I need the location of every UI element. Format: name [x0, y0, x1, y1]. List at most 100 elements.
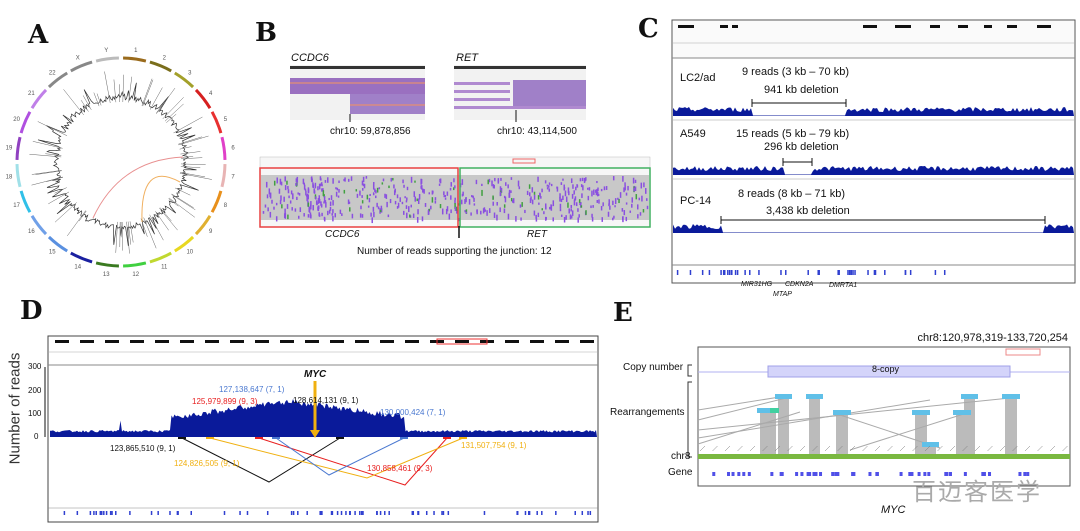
gene-exon	[223, 511, 226, 515]
gene-exon	[831, 472, 835, 476]
read-mismatch	[500, 187, 503, 193]
ccdc6-position: chr10: 59,878,856	[330, 126, 411, 137]
read-mismatch	[535, 217, 538, 222]
read-mismatch	[528, 192, 531, 197]
ideogram-band	[180, 340, 194, 343]
chromosome-label: 17	[13, 203, 20, 209]
gene-cdkn2a: CDKN2A	[785, 281, 814, 288]
read-mismatch	[444, 197, 447, 200]
read-mismatch	[480, 210, 482, 215]
read-mismatch	[512, 198, 515, 204]
chromosome-15	[47, 235, 69, 253]
gene-exon	[909, 270, 912, 275]
read-mismatch	[548, 188, 551, 192]
read-mismatch	[621, 208, 624, 212]
read-mismatch	[335, 191, 338, 197]
gene-exon	[157, 511, 159, 515]
chromosome-8	[210, 190, 223, 213]
read-mismatch	[464, 199, 466, 204]
gene-exon	[852, 270, 854, 275]
read-mismatch	[581, 177, 584, 182]
read-mismatch	[332, 215, 334, 222]
read-mismatch	[268, 188, 271, 195]
breakpoint-block	[757, 408, 779, 413]
read-mismatch	[590, 205, 592, 209]
read-mismatch	[577, 208, 579, 212]
read-mismatch	[362, 176, 365, 183]
read-mismatch	[488, 208, 491, 214]
rearrangement-column	[836, 414, 848, 455]
coverage-spike	[113, 79, 117, 103]
read-mismatch	[439, 204, 442, 209]
ideogram-band	[355, 340, 369, 343]
read-mismatch	[576, 184, 579, 188]
gene-mir31hg: MIR31HG	[741, 281, 773, 288]
read-mismatch	[318, 212, 320, 217]
tick	[887, 445, 893, 452]
tick	[787, 445, 793, 452]
gene-exon	[795, 472, 799, 476]
read-mismatch	[486, 210, 488, 216]
read-mismatch	[372, 206, 375, 212]
read-mismatch	[404, 196, 406, 199]
coverage-spike	[166, 113, 177, 123]
read-mismatch	[482, 208, 485, 214]
read-mismatch	[602, 202, 604, 207]
fusion-link	[92, 156, 184, 219]
read-mismatch	[627, 185, 629, 191]
read-mismatch	[563, 216, 566, 223]
read-mismatch	[481, 183, 483, 187]
gene-exon	[837, 270, 839, 275]
myc-gene-label: MYC	[881, 504, 906, 516]
gene-exon	[817, 270, 819, 275]
tick	[824, 445, 831, 452]
read-mismatch	[284, 208, 286, 215]
bracket	[687, 381, 692, 458]
read-mismatch	[497, 179, 500, 184]
rearrangement-link	[258, 437, 448, 486]
read-mismatch	[438, 183, 441, 186]
read-mismatch	[518, 186, 521, 190]
read-mismatch	[338, 189, 340, 193]
read-mismatch	[288, 195, 290, 199]
read-mismatch	[567, 187, 570, 194]
read-mismatch	[414, 196, 417, 202]
chromosome-label: 14	[74, 264, 81, 270]
coverage-spike	[168, 198, 179, 207]
tick	[924, 445, 931, 452]
breakpoint-block	[833, 410, 851, 415]
read-mismatch	[533, 191, 536, 195]
read-mismatch	[582, 185, 584, 191]
read-mismatch	[361, 195, 363, 198]
read-mismatch	[528, 184, 531, 189]
read-mismatch	[600, 205, 603, 211]
read-mismatch	[562, 178, 564, 181]
gene-exon	[780, 270, 782, 275]
ideogram-band	[984, 25, 992, 28]
chromosome-label: X	[76, 56, 80, 62]
read-mismatch	[572, 184, 574, 189]
read-mismatch	[427, 210, 430, 215]
read-mismatch	[507, 213, 510, 220]
read-mismatch	[317, 208, 320, 212]
tick	[949, 445, 956, 452]
read-mismatch	[560, 198, 563, 203]
coverage-spike	[180, 151, 201, 155]
bp-123865510: 123,865,510 (9, 1)	[110, 444, 176, 453]
gene-exon	[908, 472, 912, 476]
read-mismatch	[283, 196, 285, 202]
read-mismatch	[413, 191, 416, 198]
gene-exon	[536, 511, 538, 515]
read-mismatch	[406, 197, 408, 201]
read-mismatch	[335, 187, 337, 190]
read-mismatch	[307, 214, 310, 218]
deletion-lc2ad: 941 kb deletion	[764, 84, 839, 96]
bp-131507754: 131,507,754 (9, 1)	[461, 441, 527, 450]
read-mismatch	[540, 196, 542, 199]
read-mismatch	[428, 208, 431, 212]
tick	[987, 445, 993, 452]
read-mismatch	[465, 209, 468, 215]
gene-exon	[987, 472, 991, 476]
gene-exon	[934, 270, 937, 275]
coverage-spike	[159, 207, 172, 222]
